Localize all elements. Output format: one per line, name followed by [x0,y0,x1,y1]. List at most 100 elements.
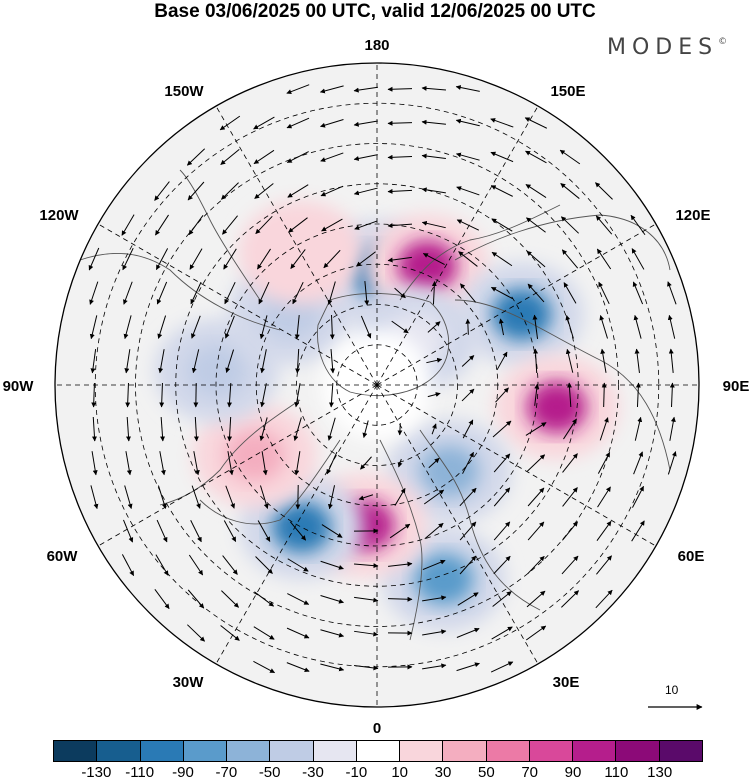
wind-arrow [260,349,267,374]
wind-arrow [525,625,547,641]
wind-arrow [456,662,480,672]
wind-arrow [321,524,343,538]
wind-arrow [630,214,646,236]
colorbar-cell [443,741,487,761]
wind-arrow [191,349,200,374]
wind-arrow [353,154,378,161]
colorbar-cell [97,741,141,761]
negative-anomaly-center [271,501,332,554]
wind-arrow [293,417,302,442]
wind-arrow [461,388,475,402]
wind-arrow [527,283,545,303]
positive-anomaly-center [224,429,285,482]
wind-arrow [493,555,511,575]
wind-arrow [391,320,409,334]
wind-arrow [123,281,133,305]
wind-arrow [387,154,413,160]
wind-arrow [458,251,478,267]
reference-vector-value: 10 [665,683,679,697]
wind-arrow [226,382,232,408]
wind-arrow [320,560,344,570]
wind-arrow [459,555,477,575]
wind-arrow [394,287,406,299]
colorbar-tick-label: 50 [477,764,495,781]
wind-arrow [154,589,170,610]
wind-arrow [421,153,446,159]
wind-arrow [255,215,273,235]
wind-arrow [595,215,613,235]
wind-arrow [294,383,301,408]
wind-arrow [253,626,275,640]
label-60w: 60W [47,548,79,565]
wind-arrow [397,458,403,468]
wind-arrow [327,281,336,306]
wind-arrow [387,256,412,263]
wind-arrow [155,214,169,236]
wind-arrow [353,86,378,93]
wind-arrow [358,494,374,501]
wind-arrow [287,184,309,198]
wind-arrow [288,217,308,233]
wind-arrow [254,591,275,607]
wind-arrow [224,281,236,305]
colorbar-cell [270,741,314,761]
wind-arrow [259,315,268,340]
wind-arrow [422,629,447,636]
wind-arrow [423,489,445,505]
wind-arrow [421,220,446,229]
wind-arrow [160,416,166,442]
map-border [54,62,700,708]
wind-arrow [563,418,577,440]
latitude-circle [135,143,619,627]
wind-arrow [491,251,513,267]
wind-arrow [261,451,268,476]
wind-arrow [493,453,511,473]
wind-arrow [330,348,336,374]
colorbar-tick-label: 10 [391,764,408,781]
colorbar-ticks: -130 -110 -90 -70 -50 -30 -10 10 30 50 70 90 110 130 [53,764,703,783]
negative-anomaly-center [186,344,247,397]
wind-arrow [286,84,310,95]
wind-arrow [431,423,437,435]
wind-arrow [254,183,274,199]
wind-arrow [255,556,273,574]
colorbar-tick-label: 30 [434,764,452,781]
negative-anomaly-center [419,445,480,498]
wind-arrow [669,416,676,441]
wind-arrow [566,382,572,408]
wind-arrow [560,183,580,199]
wind-arrow [455,152,480,161]
wind-arrow [260,383,267,408]
wind-arrow [599,417,609,441]
label-0: 0 [373,720,381,737]
colorbar-tick-label: 110 [604,764,629,781]
wind-arrow [157,485,167,509]
wind-arrow [123,315,132,340]
wind-arrow [424,522,444,540]
colorbar-tick-label: -30 [302,764,324,781]
wind-arrow [89,281,99,305]
wind-arrow [327,485,336,510]
wind-arrow [527,487,545,507]
wind-arrow [455,85,480,92]
wind-arrow [465,318,471,335]
wind-arrow [295,348,301,374]
wind-arrow [421,187,446,194]
wind-arrow [633,451,644,475]
wind-arrow [253,116,275,130]
wind-arrow [562,487,578,507]
wind-arrow [527,521,545,541]
wind-arrow [634,416,643,441]
wind-arrow [219,115,241,131]
wind-arrow [525,184,547,198]
wind-arrow [427,321,441,333]
wind-arrow [387,120,413,126]
positive-anomaly-center [526,381,587,434]
wind-arrow [159,382,165,408]
wind-arrow [326,451,338,475]
wind-arrow [427,392,441,398]
wind-arrow [632,485,644,508]
wind-arrow [431,281,437,305]
wind-arrow [387,223,413,229]
wind-arrow [220,625,240,641]
